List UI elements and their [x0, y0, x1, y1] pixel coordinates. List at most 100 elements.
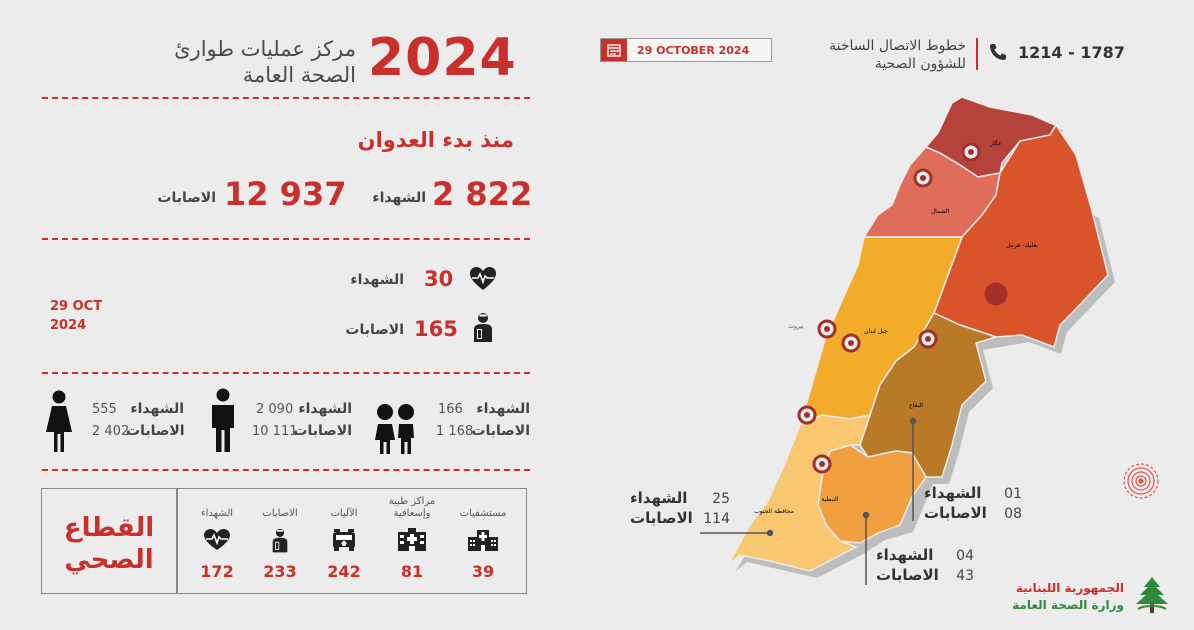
- sector-stat-hospitals: مستشفيات 39: [448, 494, 518, 581]
- children-injured-value: 1 168: [436, 424, 474, 439]
- man-icon: [208, 388, 238, 458]
- ambulance-icon: [309, 528, 379, 556]
- cumulative-injured-value: 12 937: [224, 175, 347, 213]
- callout-bekaa-martyrs-value: 01: [1004, 486, 1022, 502]
- medical-center-icon: [377, 528, 447, 556]
- woman-icon: [44, 390, 74, 458]
- map-label-north: الشمال: [931, 208, 950, 215]
- cedar-logo-icon: [1130, 575, 1174, 619]
- health-sector-title-line2: الصحي: [64, 545, 154, 575]
- calendar-icon: [601, 39, 627, 61]
- center-title-line2: الصحة العامة: [242, 63, 356, 87]
- callout-south-martyrs-value: 25: [712, 491, 730, 507]
- callout-bekaa: الشهداء 01 الاصابات 08: [924, 484, 1022, 522]
- children-martyrs-value: 166: [438, 402, 463, 417]
- children-martyrs-label: الشهداء: [476, 401, 530, 417]
- men-injured-label: الاصابات: [293, 423, 352, 439]
- women-injured-value: 2 402: [92, 424, 130, 439]
- hotline-separator: [976, 38, 978, 70]
- date-badge-text: 29 OCTOBER 2024: [637, 43, 750, 57]
- daily-martyrs-label: الشهداء: [350, 272, 404, 288]
- sector-stat-label: مراكز طبية وإسعافية: [388, 496, 436, 519]
- sector-stat-martyrs: الشهداء 172: [182, 494, 252, 581]
- sector-stat-vehicles: الآليات 242: [309, 494, 379, 581]
- health-sector-title-line1: القطاع: [63, 513, 155, 543]
- health-sector-box: [41, 488, 527, 594]
- map-label-nabatieh: النبطية: [821, 496, 838, 503]
- sector-stat-value: 81: [400, 562, 424, 581]
- region-south[interactable]: [727, 414, 872, 572]
- callout-nabatieh-injured-value: 43: [956, 568, 974, 584]
- date-badge: 29 OCTOBER 2024: [600, 38, 772, 62]
- women-injured-label: الاصابات: [126, 423, 185, 439]
- phone-icon: [988, 42, 1008, 66]
- daily-date-line1: 29 OCT: [50, 299, 103, 314]
- hospital-icon: [448, 528, 518, 556]
- children-injured-label: الاصابات: [471, 423, 530, 439]
- ministry-line2: وزارة الصحة العامة: [1012, 598, 1124, 612]
- ministry-name: الجمهورية اللبنانية وزارة الصحة العامة: [1006, 580, 1124, 614]
- callout-nabatieh-martyrs-value: 04: [956, 548, 974, 564]
- map-label-south: محافظة الجنوب: [754, 508, 794, 515]
- daily-injured-value: 165: [414, 317, 458, 341]
- sector-stat-label: الآليات: [330, 508, 358, 519]
- cumulative-injured-label: الاصابات: [157, 190, 216, 206]
- daily-date: 29 OCT 2024: [50, 297, 102, 335]
- health-sector-divider: [176, 489, 178, 593]
- callout-bekaa-injured-label: الاصابات: [924, 504, 987, 522]
- sector-stat-value: 172: [200, 562, 234, 581]
- divider-3: [42, 372, 530, 374]
- injured-person-icon: [472, 312, 494, 348]
- callout-bekaa-martyrs-label: الشهداء: [924, 484, 982, 502]
- map-label-bekaa: البقاع: [909, 402, 923, 409]
- map-markers: [797, 142, 1008, 474]
- map-label-baalbek: بعلبك- هرمل: [1006, 242, 1038, 249]
- callout-nabatieh: الشهداء 04 الاصابات 43: [876, 546, 974, 584]
- heartbeat-icon: [469, 266, 497, 296]
- callout-south: الشهداء 25 الاصابات 114: [630, 489, 730, 527]
- callout-nabatieh-martyrs-label: الشهداء: [876, 546, 934, 564]
- divider-1: [42, 97, 530, 99]
- target-icon: [1122, 462, 1160, 504]
- sector-stat-label: الاصابات: [262, 508, 298, 519]
- hotline-label: خطوط الاتصال الساخنة للشؤون الصحية: [790, 37, 966, 73]
- callout-lines: [700, 417, 917, 585]
- daily-date-line2: 2024: [50, 318, 87, 333]
- hotline-label-line2: للشؤون الصحية: [874, 56, 966, 72]
- injured-person-icon: [245, 528, 315, 556]
- year-title: 2024: [368, 28, 517, 88]
- women-martyrs-value: 555: [92, 402, 117, 417]
- callout-south-injured-label: الاصابات: [630, 509, 693, 527]
- sector-stat-value: 233: [263, 562, 297, 581]
- children-icon: [374, 402, 418, 460]
- divider-4: [42, 469, 530, 471]
- cumulative-martyrs-value: 2 822: [432, 175, 533, 213]
- sector-stat-label: الشهداء: [200, 508, 234, 519]
- sector-stat-injured: الاصابات 233: [245, 494, 315, 581]
- cumulative-martyrs-label: الشهداء: [372, 190, 426, 206]
- map-label-beirut: بيروت: [788, 323, 804, 330]
- sector-stat-value: 39: [471, 562, 495, 581]
- ministry-line1: الجمهورية اللبنانية: [1015, 581, 1124, 595]
- map-label-mount: جبل لبنان: [864, 328, 888, 335]
- daily-martyrs-value: 30: [424, 267, 454, 291]
- men-injured-value: 10 111: [252, 424, 298, 439]
- divider-2: [42, 238, 530, 240]
- since-aggression-title: منذ بدء العدوان: [357, 128, 514, 152]
- hotline-label-line1: خطوط الاتصال الساخنة: [829, 38, 966, 54]
- sector-stat-medical-centers: مراكز طبية وإسعافية 81: [377, 494, 447, 581]
- sector-stat-label: مستشفيات: [459, 508, 507, 519]
- center-title: مركز عمليات طوارئ الصحة العامة: [150, 36, 356, 88]
- center-title-line1: مركز عمليات طوارئ: [174, 37, 356, 61]
- health-sector-title: القطاع الصحي: [44, 512, 174, 576]
- daily-injured-label: الاصابات: [345, 322, 404, 338]
- lebanon-map: عكار الشمال بعلبك- هرمل جبل لبنان بيروت …: [700, 96, 1115, 585]
- hotline-number[interactable]: 1214 - 1787: [1018, 43, 1125, 62]
- sector-stat-value: 242: [327, 562, 361, 581]
- women-martyrs-label: الشهداء: [130, 401, 184, 417]
- men-martyrs-value: 2 090: [256, 402, 294, 417]
- callout-south-martyrs-label: الشهداء: [630, 489, 688, 507]
- callout-bekaa-injured-value: 08: [1004, 506, 1022, 522]
- callout-south-injured-value: 114: [703, 511, 730, 527]
- map-label-akkar: عكار: [989, 140, 1002, 147]
